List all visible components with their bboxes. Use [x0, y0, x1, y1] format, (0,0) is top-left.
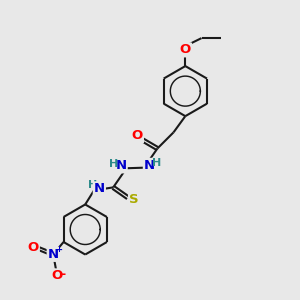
Text: O: O: [180, 44, 191, 56]
Text: +: +: [55, 244, 62, 253]
Text: O: O: [28, 241, 39, 254]
Text: -: -: [60, 268, 65, 281]
Text: H: H: [88, 180, 97, 190]
Text: S: S: [129, 193, 139, 206]
Text: O: O: [132, 129, 143, 142]
Text: H: H: [152, 158, 161, 168]
Text: O: O: [51, 269, 62, 282]
Text: N: N: [116, 159, 127, 172]
Text: N: N: [144, 159, 155, 172]
Text: N: N: [94, 182, 105, 195]
Text: N: N: [48, 248, 59, 261]
Text: H: H: [110, 159, 119, 169]
